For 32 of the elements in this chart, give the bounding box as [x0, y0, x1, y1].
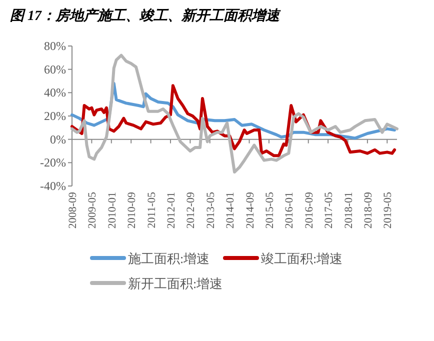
y-tick-label: 40%: [44, 86, 66, 100]
x-tick-label: 2012-09: [185, 192, 198, 229]
x-tick-label: 2017-05: [323, 192, 336, 229]
x-tick-label: 2018-09: [362, 192, 374, 229]
y-tick-label: 80%: [44, 39, 66, 53]
y-tick-label: 0%: [50, 132, 66, 146]
legend-label: 竣工面积:增速: [261, 251, 343, 266]
legend-label: 施工面积:增速: [128, 251, 210, 266]
x-tick-label: 2013-05: [204, 192, 217, 229]
x-tick-label: 2016-09: [303, 192, 316, 229]
x-tick-label: 2012-01: [165, 192, 178, 229]
legend-item: 新开工面积:增速: [90, 276, 223, 291]
x-tick-label: 2019-05: [382, 192, 394, 229]
y-tick-label: 20%: [44, 109, 66, 123]
x-tick-label: 2014-01: [224, 192, 237, 229]
legend-label: 新开工面积:增速: [128, 276, 223, 291]
line-series: [70, 54, 398, 174]
y-tick-label: -20%: [40, 156, 66, 170]
x-tick-label: 2010-09: [126, 192, 138, 229]
x-tick-label: 2009-05: [86, 192, 99, 229]
legend-item: 施工面积:增速: [90, 251, 210, 266]
x-tick-label: 2008-09: [67, 192, 79, 229]
x-tick-label: 2014-09: [244, 192, 256, 229]
x-tick-label: 2018-01: [342, 192, 355, 229]
x-tick-label: 2015-05: [264, 192, 276, 229]
x-tick-label: 2016-01: [284, 192, 296, 229]
y-tick-label: 60%: [44, 62, 66, 76]
y-tick-label: -40%: [40, 179, 66, 193]
chart-title: 图 17：房地产施工、竣工、新开工面积增速: [10, 7, 282, 24]
x-tick-label: 2011-05: [146, 192, 158, 228]
legend-item: 竣工面积:增速: [223, 251, 343, 266]
x-tick-label: 2010-01: [106, 192, 118, 229]
